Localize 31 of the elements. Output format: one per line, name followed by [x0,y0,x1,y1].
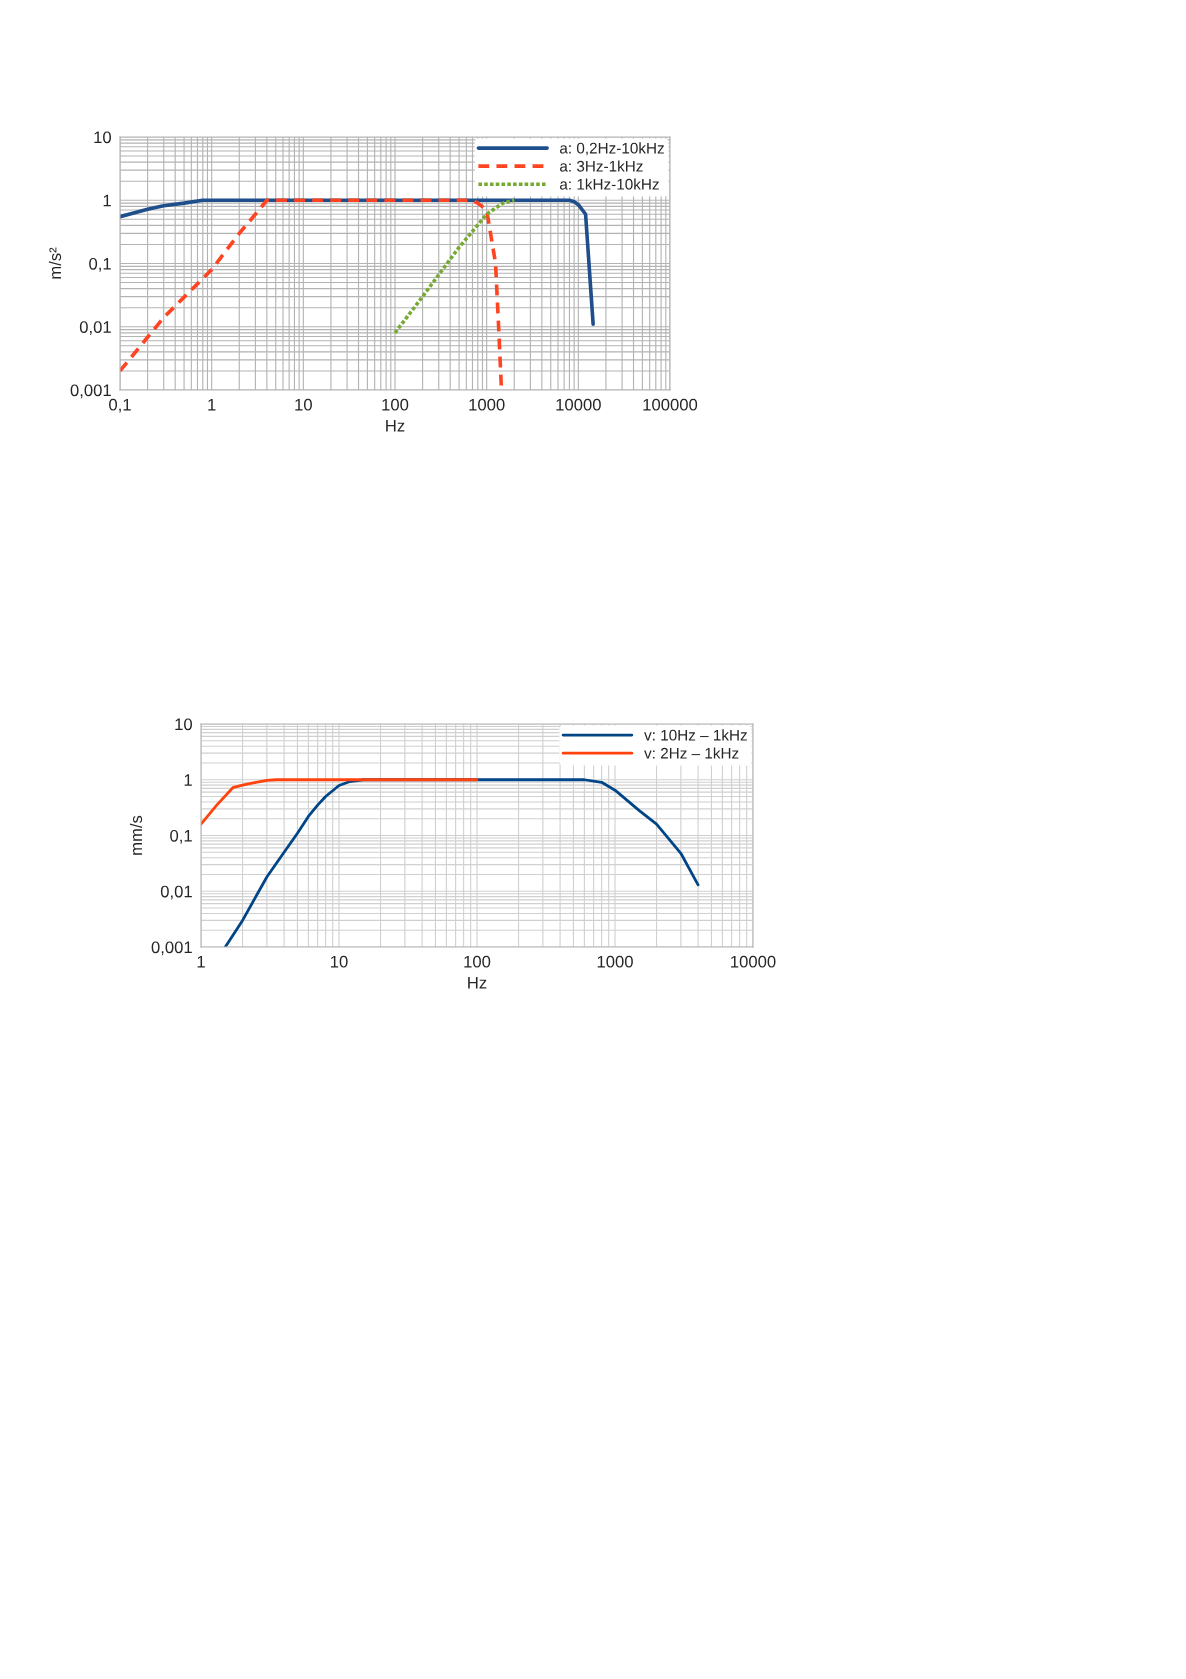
x-tick-label: 1 [197,955,205,968]
x-tick-label: 0,1 [109,398,131,413]
y-tick-label: 0,001 [70,384,111,399]
y-tick-label: 0,1 [89,257,111,272]
legend-label: a: 0,2Hz-10kHz [560,142,664,156]
x-tick-label: 100000 [643,398,698,411]
y-tick-label: 10 [175,718,193,731]
legend-label: a: 1kHz-10kHz [560,178,659,190]
y-tick-label: 0,1 [170,829,192,844]
legend-label: v: 2Hz – 1kHz [644,747,739,759]
y-tick-label: 0,001 [151,941,192,956]
x-tick-label: 1000 [469,398,505,411]
x-axis-title: Hz [386,420,405,432]
y-tick-label: 1 [103,194,111,207]
y-tick-label: 0,01 [79,321,111,335]
y-tick-label: 10 [94,131,112,144]
x-tick-label: 1000 [597,955,633,968]
y-axis-title: mm/s [129,815,143,855]
y-tick-label: 1 [184,774,192,786]
y-tick-label: 0,01 [160,885,192,900]
x-tick-label: 10000 [731,955,776,968]
x-tick-label: 10 [331,955,348,968]
y-axis-title: m/s² [48,247,62,279]
legend-label: a: 3Hz-1kHz [560,160,643,172]
x-axis-title: Hz [468,977,487,989]
x-tick-label: 10 [295,398,312,411]
x-tick-label: 100 [382,398,409,411]
x-tick-label: 1 [208,398,216,411]
legend-label: v: 10Hz – 1kHz [644,729,747,741]
x-tick-label: 10000 [556,398,601,411]
x-tick-label: 100 [464,955,491,968]
